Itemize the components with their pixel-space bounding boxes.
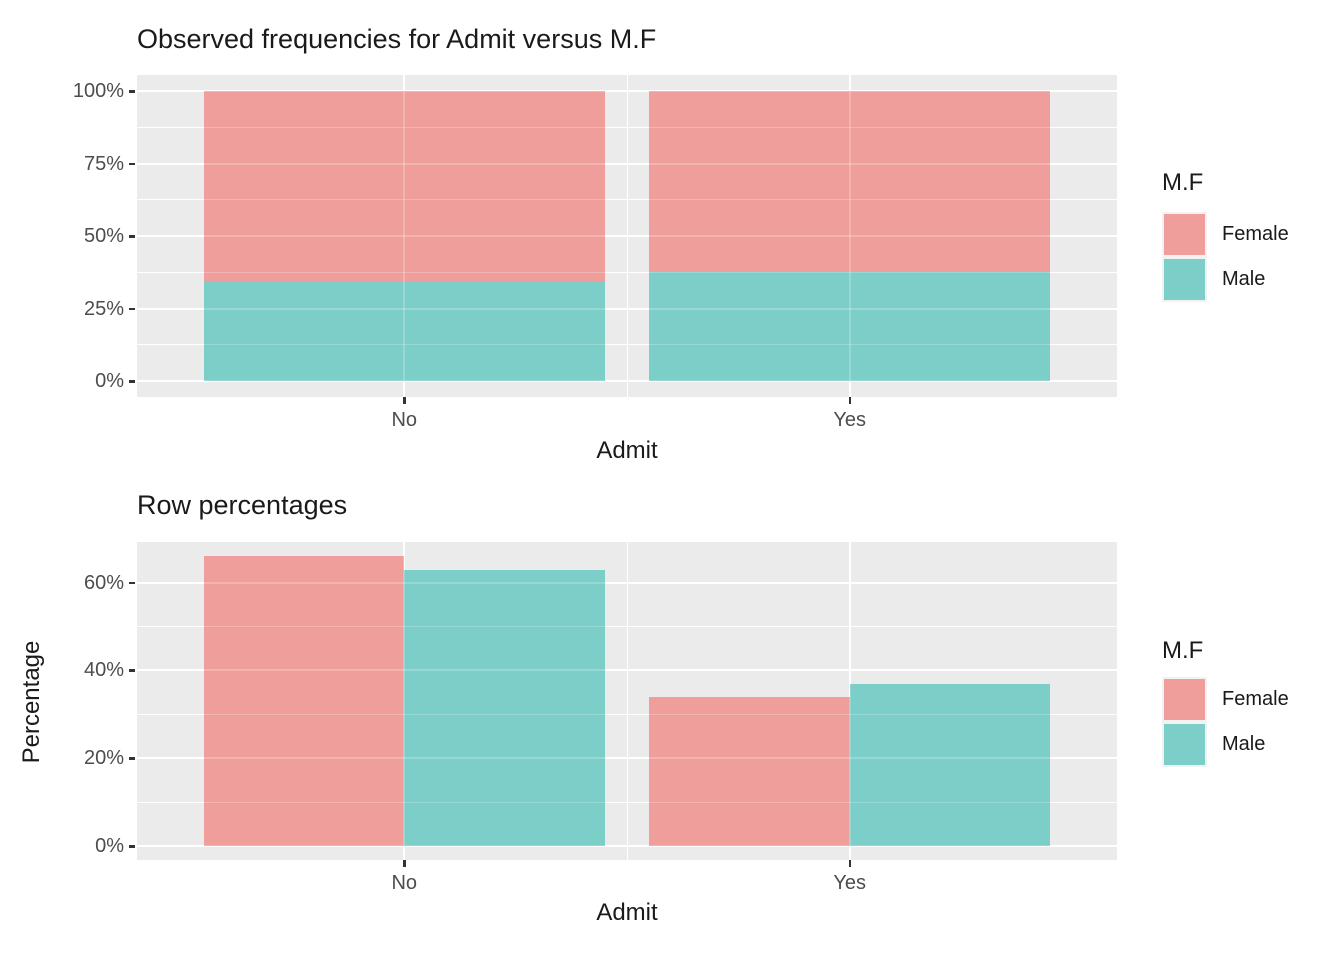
y-tick-label: 0% — [95, 835, 124, 857]
gridline-minor-horizontal — [137, 126, 1117, 128]
gridline-major-vertical — [848, 542, 851, 860]
legend-swatch-female — [1164, 679, 1205, 720]
gridline-minor-vertical — [626, 75, 628, 397]
y-tick-label: 100% — [72, 80, 124, 102]
gridline-minor-vertical — [626, 542, 628, 860]
bar-segment-yes-female — [649, 91, 1051, 273]
gridline-minor-horizontal — [137, 199, 1117, 201]
gridline-major-vertical — [403, 542, 406, 860]
legend-label-male: Male — [1222, 733, 1266, 755]
gridline-major-horizontal — [137, 162, 1117, 165]
gridline-minor-horizontal — [137, 344, 1117, 346]
legend-label-male: Male — [1222, 268, 1266, 290]
legend-swatch-male — [1164, 724, 1205, 765]
x-axis-title-admit-bottom: Admit — [596, 899, 658, 926]
x-axis-tick — [848, 860, 852, 867]
gridline-minor-horizontal — [137, 801, 1117, 803]
y-tick-label: 25% — [83, 297, 124, 320]
y-axis-tick — [129, 90, 135, 93]
x-tick-label: No — [391, 409, 418, 431]
gridline-major-horizontal — [137, 235, 1117, 237]
y-axis-tick — [129, 669, 135, 672]
x-axis-tick — [403, 860, 406, 867]
bar-yes-male — [849, 683, 1051, 846]
y-tick-label: 50% — [83, 225, 124, 247]
legend-swatch-female — [1164, 214, 1205, 255]
y-tick-label: 20% — [83, 747, 124, 770]
y-axis-tick — [129, 581, 135, 585]
title-observed-frequencies: Observed frequencies for Admit versus M.… — [137, 24, 657, 54]
gridline-major-horizontal — [137, 307, 1117, 310]
gridline-major-horizontal — [137, 845, 1117, 847]
gridline-major-horizontal — [137, 380, 1117, 382]
x-axis-tick — [848, 397, 852, 404]
legend-swatch-male — [1164, 259, 1205, 300]
x-axis-title-admit-top: Admit — [596, 437, 658, 464]
y-tick-label: 60% — [83, 571, 124, 594]
x-tick-label: Yes — [833, 409, 867, 431]
y-tick-label: 75% — [83, 152, 124, 175]
gridline-major-vertical — [848, 75, 851, 397]
legend-label-female: Female — [1222, 688, 1289, 710]
bar-no-female — [203, 556, 405, 846]
bar-segment-no-female — [203, 91, 605, 281]
gridline-minor-horizontal — [137, 626, 1117, 628]
legend-title-row-percentages: M.F — [1162, 637, 1204, 664]
gridline-major-horizontal — [137, 757, 1117, 760]
gridline-major-horizontal — [137, 669, 1117, 672]
y-axis-tick — [129, 757, 135, 760]
y-axis-tick — [129, 380, 135, 383]
y-axis-tick — [129, 307, 135, 310]
legend-title-observed-frequencies: M.F — [1162, 169, 1204, 196]
gridline-major-horizontal — [137, 90, 1117, 92]
bar-no-male — [404, 569, 605, 846]
y-axis-tick — [129, 162, 135, 165]
legend-label-female: Female — [1222, 223, 1289, 245]
bar-yes-female — [649, 696, 850, 846]
gridline-minor-vertical — [626, 75, 628, 397]
y-tick-label: 0% — [95, 370, 124, 392]
x-tick-label: Yes — [833, 872, 867, 894]
y-axis-tick — [129, 235, 135, 238]
gridline-minor-horizontal — [137, 713, 1117, 715]
title-row-percentages: Row percentages — [137, 490, 348, 520]
y-tick-label: 40% — [83, 659, 124, 682]
gridline-minor-horizontal — [137, 271, 1117, 273]
gridline-major-vertical — [403, 75, 406, 397]
gridline-major-horizontal — [137, 581, 1117, 584]
x-tick-label: No — [391, 872, 418, 894]
gridline-minor-vertical — [626, 542, 628, 860]
y-axis-tick — [129, 845, 135, 848]
bar-segment-yes-male — [649, 272, 1051, 381]
x-axis-tick — [403, 397, 406, 404]
y-axis-title-percentage: Percentage — [18, 640, 45, 764]
bar-segment-no-male — [203, 280, 605, 381]
